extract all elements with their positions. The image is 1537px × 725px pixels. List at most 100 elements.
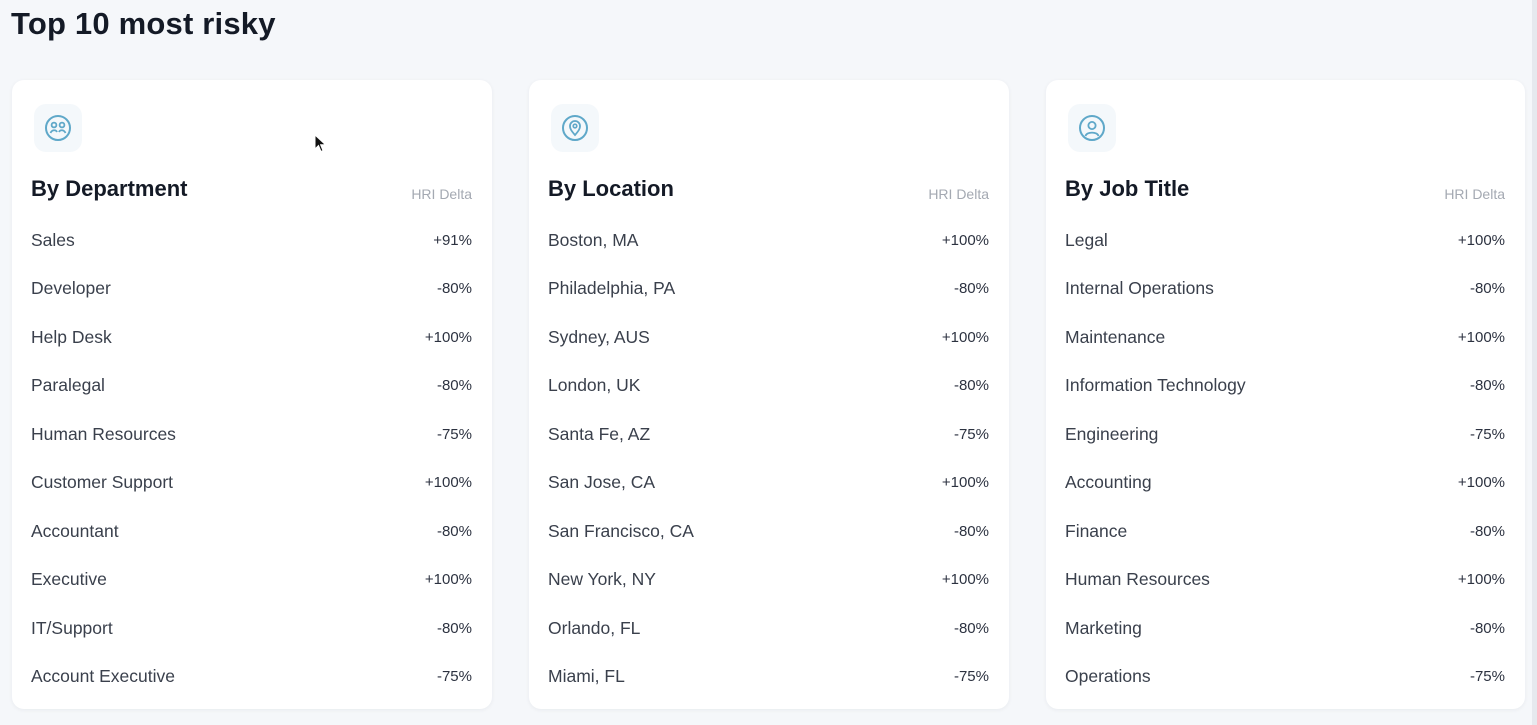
list-item[interactable]: Engineering -75% (1065, 410, 1505, 459)
item-label: Philadelphia, PA (548, 278, 676, 299)
card-title: By Job Title (1065, 176, 1190, 201)
item-value: -80% (1469, 377, 1505, 395)
item-label: Engineering (1065, 423, 1159, 444)
location-pin-icon (551, 104, 599, 152)
item-value: -80% (953, 280, 989, 298)
item-label: Operations (1065, 666, 1151, 687)
list-item[interactable]: Miami, FL -75% (548, 653, 989, 702)
item-label: Customer Support (31, 472, 174, 493)
list-item[interactable]: Orlando, FL -80% (548, 604, 989, 653)
item-value: -80% (436, 619, 472, 637)
item-label: Finance (1065, 520, 1128, 541)
list-item[interactable]: New York, NY +100% (548, 556, 989, 605)
item-label: Marketing (1065, 617, 1142, 638)
item-label: Developer (31, 278, 111, 299)
item-value: -75% (953, 668, 989, 686)
mouse-cursor-icon (314, 134, 327, 153)
list-item[interactable]: Sales +91% (31, 216, 472, 265)
item-value: -75% (436, 668, 472, 686)
card-title: By Department (31, 176, 188, 201)
list-item[interactable]: Operations -75% (1065, 653, 1505, 702)
list-item[interactable]: Philadelphia, PA -80% (548, 265, 989, 314)
list-item[interactable]: Accountant -80% (31, 507, 472, 556)
list-item[interactable]: Sydney, AUS +100% (548, 313, 989, 362)
department-card: By Department HRI Delta Sales +91% Develo… (12, 80, 492, 709)
item-value: +91% (433, 231, 472, 249)
column-label-hri-delta: HRI Delta (1444, 186, 1505, 202)
risk-list: Legal +100% Internal Operations -80% Maint… (1065, 216, 1505, 701)
item-label: Executive (31, 569, 107, 590)
job-title-card: By Job Title HRI Delta Legal +100% Intern… (1046, 80, 1525, 709)
item-label: Information Technology (1065, 375, 1246, 396)
list-item[interactable]: Paralegal -80% (31, 362, 472, 411)
item-value: -80% (436, 280, 472, 298)
item-label: San Jose, CA (548, 472, 655, 493)
list-item[interactable]: Maintenance +100% (1065, 313, 1505, 362)
item-value: -80% (1469, 619, 1505, 637)
item-value: -80% (953, 619, 989, 637)
list-item[interactable]: Marketing -80% (1065, 604, 1505, 653)
item-label: Sales (31, 229, 75, 250)
item-label: Accountant (31, 520, 119, 541)
card-title: By Location (548, 176, 674, 201)
list-item[interactable]: Customer Support +100% (31, 459, 472, 508)
item-value: -80% (953, 522, 989, 540)
list-item[interactable]: Finance -80% (1065, 507, 1505, 556)
item-label: Accounting (1065, 472, 1152, 493)
list-item[interactable]: IT/Support -80% (31, 604, 472, 653)
column-label-hri-delta: HRI Delta (411, 186, 472, 202)
item-label: Miami, FL (548, 666, 625, 687)
item-value: -80% (1469, 280, 1505, 298)
item-label: Human Resources (1065, 569, 1210, 590)
item-label: Boston, MA (548, 229, 639, 250)
item-label: IT/Support (31, 617, 113, 638)
list-item[interactable]: Santa Fe, AZ -75% (548, 410, 989, 459)
list-item[interactable]: London, UK -80% (548, 362, 989, 411)
item-value: +100% (1457, 328, 1505, 346)
item-label: London, UK (548, 375, 641, 396)
item-value: +100% (1457, 571, 1505, 589)
item-value: -80% (436, 522, 472, 540)
item-label: Santa Fe, AZ (548, 423, 651, 444)
list-item[interactable]: San Jose, CA +100% (548, 459, 989, 508)
list-item[interactable]: Accounting +100% (1065, 459, 1505, 508)
item-value: +100% (941, 231, 989, 249)
item-label: Human Resources (31, 423, 176, 444)
list-item[interactable]: San Francisco, CA -80% (548, 507, 989, 556)
item-value: -80% (953, 377, 989, 395)
page-scrollbar-track[interactable] (1532, 0, 1537, 725)
item-label: Sydney, AUS (548, 326, 650, 347)
item-value: -75% (1469, 425, 1505, 443)
list-item[interactable]: Help Desk +100% (31, 313, 472, 362)
list-item[interactable]: Human Resources -75% (31, 410, 472, 459)
item-value: +100% (424, 328, 472, 346)
item-value: +100% (1457, 474, 1505, 492)
list-item[interactable]: Boston, MA +100% (548, 216, 989, 265)
item-label: Internal Operations (1065, 278, 1214, 299)
item-label: Legal (1065, 229, 1108, 250)
list-item[interactable]: Legal +100% (1065, 216, 1505, 265)
column-label-hri-delta: HRI Delta (928, 186, 989, 202)
item-value: +100% (941, 571, 989, 589)
item-value: +100% (424, 474, 472, 492)
item-label: San Francisco, CA (548, 520, 694, 541)
risk-list: Sales +91% Developer -80% Help Desk +100% P… (31, 216, 472, 701)
list-item[interactable]: Executive +100% (31, 556, 472, 605)
item-label: Maintenance (1065, 326, 1166, 347)
department-group-icon (34, 104, 82, 152)
item-label: New York, NY (548, 569, 656, 590)
item-label: Orlando, FL (548, 617, 641, 638)
list-item[interactable]: Developer -80% (31, 265, 472, 314)
item-value: -75% (1469, 668, 1505, 686)
item-value: -75% (953, 425, 989, 443)
item-label: Help Desk (31, 326, 112, 347)
item-value: +100% (1457, 231, 1505, 249)
list-item[interactable]: Human Resources +100% (1065, 556, 1505, 605)
list-item[interactable]: Information Technology -80% (1065, 362, 1505, 411)
item-value: +100% (941, 474, 989, 492)
item-value: -75% (436, 425, 472, 443)
list-item[interactable]: Account Executive -75% (31, 653, 472, 702)
list-item[interactable]: Internal Operations -80% (1065, 265, 1505, 314)
user-profile-icon (1068, 104, 1116, 152)
item-label: Account Executive (31, 666, 175, 687)
